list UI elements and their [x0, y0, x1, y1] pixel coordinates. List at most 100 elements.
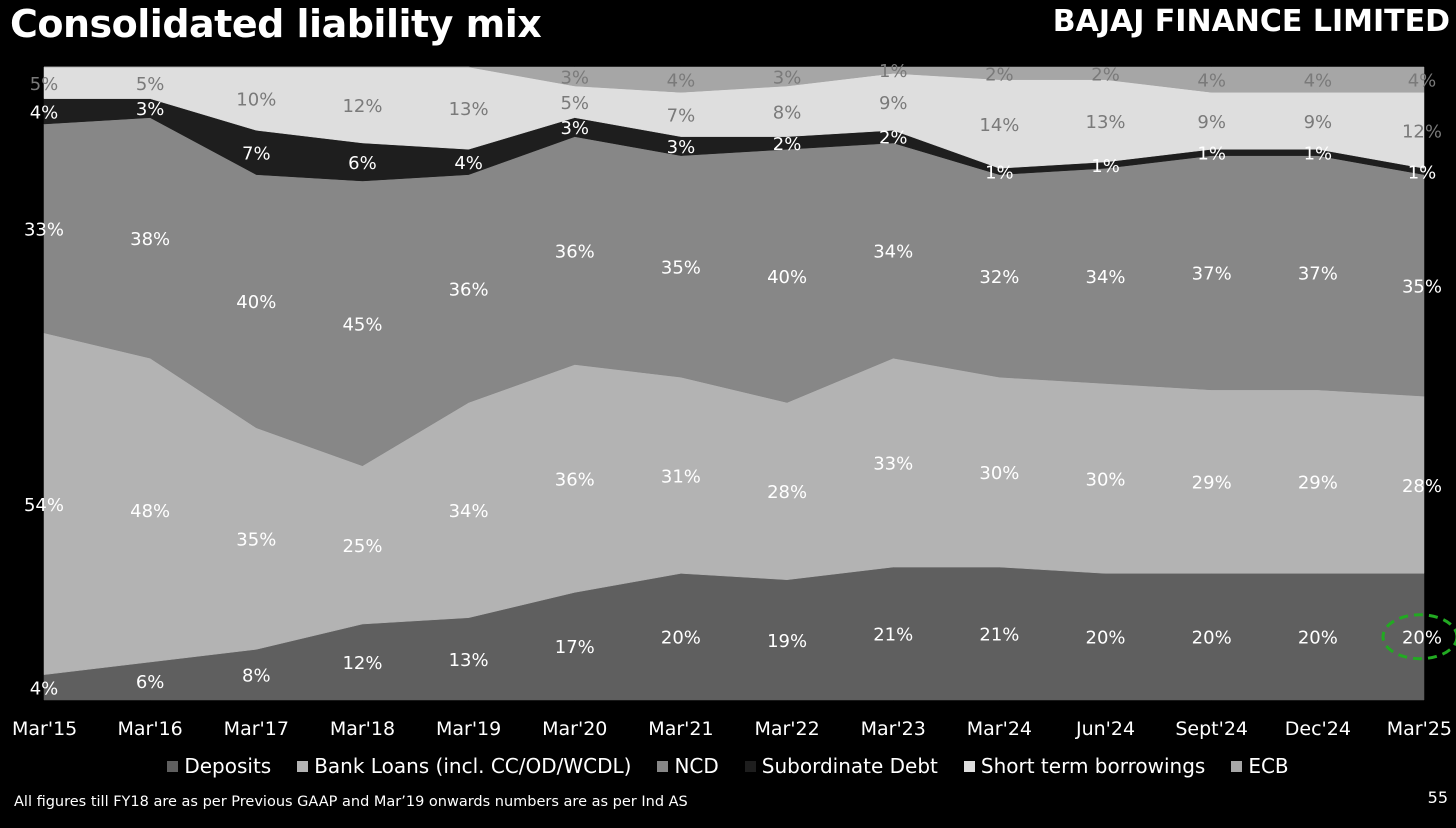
x-tick-label: Mar'20 [542, 718, 607, 740]
data-label-deposits-3: 12% [342, 653, 382, 674]
legend-swatch [963, 760, 975, 772]
data-label-deposits-1: 6% [136, 672, 165, 693]
data-label-deposits-9: 21% [979, 625, 1019, 646]
data-label-subordinate-debt-1: 3% [136, 99, 165, 120]
data-label-deposits-13: 20% [1402, 628, 1442, 649]
data-label-subordinate-debt-11: 1% [1197, 143, 1226, 164]
data-label-ncd-3: 45% [342, 314, 382, 335]
data-label-subordinate-debt-0: 4% [30, 102, 59, 123]
x-tick-label: Mar'24 [967, 718, 1032, 740]
data-label-ecb-7: 3% [773, 67, 802, 88]
data-label-short-term-borrowings-0: 5% [30, 74, 59, 95]
data-label-bank-loans-incl-cc-od-wcdl-2: 35% [236, 530, 276, 551]
data-label-short-term-borrowings-6: 7% [667, 105, 696, 126]
data-label-deposits-7: 19% [767, 631, 807, 652]
legend-swatch [1231, 760, 1243, 772]
x-tick-label: Mar'19 [436, 718, 501, 740]
data-label-subordinate-debt-6: 3% [667, 137, 696, 158]
data-label-short-term-borrowings-13: 12% [1402, 121, 1442, 142]
data-label-short-term-borrowings-11: 9% [1197, 112, 1226, 133]
data-label-ncd-0: 33% [24, 219, 64, 240]
data-label-short-term-borrowings-8: 9% [879, 93, 908, 114]
legend-item-subordinate-debt: Subordinate Debt [744, 754, 938, 778]
page-title: Consolidated liability mix [10, 2, 542, 46]
data-label-ncd-12: 37% [1298, 264, 1338, 285]
legend-label: ECB [1248, 754, 1289, 778]
x-tick-label: Mar'18 [330, 718, 395, 740]
data-label-ecb-10: 2% [1091, 64, 1120, 85]
data-label-bank-loans-incl-cc-od-wcdl-8: 33% [873, 454, 913, 475]
legend-swatch [167, 760, 179, 772]
legend-item-bank-loans-incl-cc-od-wcdl: Bank Loans (incl. CC/OD/WCDL) [297, 754, 631, 778]
data-label-bank-loans-incl-cc-od-wcdl-6: 31% [661, 466, 701, 487]
data-label-ecb-8: 1% [879, 61, 908, 82]
data-label-subordinate-debt-7: 2% [773, 134, 802, 155]
legend-label: Subordinate Debt [761, 754, 938, 778]
legend-label: Short term borrowings [980, 754, 1206, 778]
data-label-ecb-9: 2% [985, 64, 1014, 85]
data-label-bank-loans-incl-cc-od-wcdl-13: 28% [1402, 476, 1442, 497]
area-ecb [44, 66, 1425, 93]
x-tick-label: Mar'21 [648, 718, 713, 740]
x-tick-label: Mar'25 [1387, 718, 1452, 740]
data-label-deposits-0: 4% [30, 678, 59, 699]
legend-item-ncd: NCD [657, 754, 719, 778]
x-tick-label: Mar'15 [12, 718, 77, 740]
data-label-subordinate-debt-2: 7% [242, 143, 271, 164]
data-label-ncd-10: 34% [1086, 267, 1126, 288]
data-label-ecb-5: 3% [560, 67, 589, 88]
data-label-bank-loans-incl-cc-od-wcdl-7: 28% [767, 482, 807, 503]
data-label-bank-loans-incl-cc-od-wcdl-1: 48% [130, 501, 170, 522]
highlight-circle [1381, 613, 1456, 661]
data-label-bank-loans-incl-cc-od-wcdl-9: 30% [979, 463, 1019, 484]
data-label-ncd-8: 34% [873, 242, 913, 263]
data-label-ncd-6: 35% [661, 257, 701, 278]
data-label-short-term-borrowings-4: 13% [449, 99, 489, 120]
data-label-subordinate-debt-13: 1% [1408, 162, 1437, 183]
x-tick-label: Mar'22 [754, 718, 819, 740]
data-label-ecb-12: 4% [1304, 71, 1333, 92]
legend-label: Bank Loans (incl. CC/OD/WCDL) [314, 754, 632, 778]
data-label-deposits-8: 21% [873, 625, 913, 646]
data-label-subordinate-debt-12: 1% [1304, 143, 1333, 164]
data-label-ncd-9: 32% [979, 267, 1019, 288]
x-tick-label: Dec'24 [1285, 718, 1351, 740]
data-label-bank-loans-incl-cc-od-wcdl-3: 25% [342, 536, 382, 557]
data-label-deposits-6: 20% [661, 628, 701, 649]
data-label-deposits-11: 20% [1192, 628, 1232, 649]
data-label-short-term-borrowings-7: 8% [773, 102, 802, 123]
data-label-bank-loans-incl-cc-od-wcdl-0: 54% [24, 495, 64, 516]
data-label-short-term-borrowings-12: 9% [1304, 112, 1333, 133]
data-label-subordinate-debt-5: 3% [560, 118, 589, 139]
data-label-ncd-2: 40% [236, 292, 276, 313]
data-label-short-term-borrowings-10: 13% [1086, 112, 1126, 133]
data-label-subordinate-debt-9: 1% [985, 162, 1014, 183]
data-label-deposits-10: 20% [1086, 628, 1126, 649]
data-label-short-term-borrowings-5: 5% [560, 93, 589, 114]
footnote: All figures till FY18 are as per Previou… [14, 794, 688, 810]
data-label-ecb-6: 4% [667, 71, 696, 92]
brand-logo-text: BAJAJ FINANCE LIMITED [1052, 4, 1450, 39]
legend-swatch [297, 760, 309, 772]
data-label-subordinate-debt-3: 6% [348, 153, 377, 174]
data-label-subordinate-debt-10: 1% [1091, 156, 1120, 177]
data-label-deposits-12: 20% [1298, 628, 1338, 649]
x-tick-label: Sept'24 [1175, 718, 1248, 740]
x-tick-label: Mar'23 [861, 718, 926, 740]
data-label-ncd-13: 35% [1402, 276, 1442, 297]
data-label-bank-loans-incl-cc-od-wcdl-12: 29% [1298, 473, 1338, 494]
legend-swatch [744, 760, 756, 772]
legend-label: Deposits [184, 754, 272, 778]
data-label-deposits-2: 8% [242, 666, 271, 687]
data-label-subordinate-debt-8: 2% [879, 128, 908, 149]
page-number: 55 [1427, 788, 1448, 807]
data-label-short-term-borrowings-2: 10% [236, 90, 276, 111]
legend-label: NCD [674, 754, 719, 778]
data-label-bank-loans-incl-cc-od-wcdl-5: 36% [555, 469, 595, 490]
chart-legend: Deposits Bank Loans (incl. CC/OD/WCDL) NCD… [0, 754, 1456, 778]
data-label-bank-loans-incl-cc-od-wcdl-11: 29% [1192, 473, 1232, 494]
data-label-ncd-4: 36% [449, 280, 489, 301]
data-label-deposits-5: 17% [555, 637, 595, 658]
